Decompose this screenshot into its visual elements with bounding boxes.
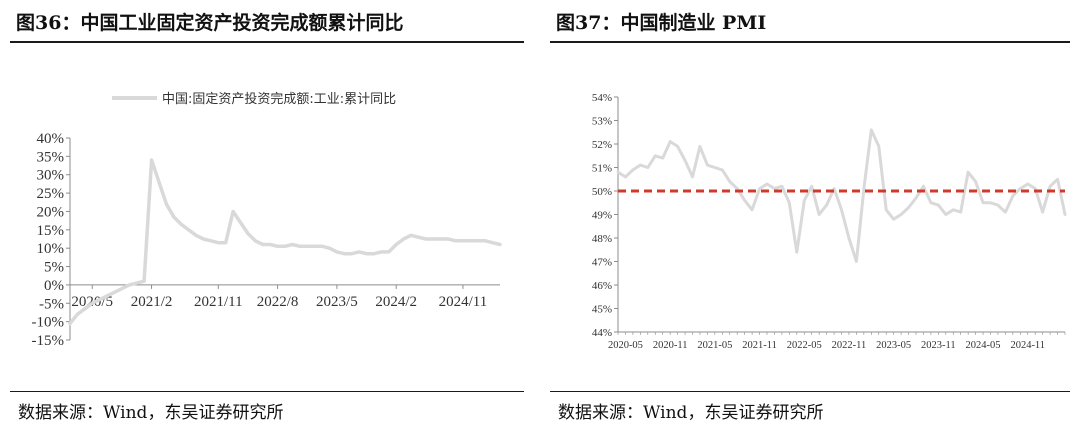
left-source-rule — [10, 391, 524, 392]
left-line-chart: 中国:固定资产投资完成额:工业:累计同比 40% 35% 30% 25% 20% 15% 10… — [32, 91, 502, 349]
x-tick-label: 2024/2 — [375, 294, 417, 310]
x-tick-label: 2023/5 — [316, 294, 358, 310]
y-tick-label: -15% — [32, 333, 65, 349]
x-tick-label: 2021/2 — [131, 294, 173, 310]
x-tick-label: 2022-05 — [787, 340, 822, 351]
right-title-rule — [550, 41, 1070, 43]
right-source-note: 数据来源：Wind，东吴证券研究所 — [558, 403, 824, 423]
x-tick-label: 2020-05 — [608, 340, 643, 351]
x-tick-label: 2021/11 — [194, 294, 243, 310]
left-chart-panel: 图36：中国工业固定资产投资完成额累计同比 中国:固定资产投资完成额:工业:累计… — [10, 0, 524, 432]
y-tick-label: 51% — [592, 163, 612, 175]
left-figure-title: 图36：中国工业固定资产投资完成额累计同比 — [16, 12, 404, 34]
series-line — [616, 128, 1067, 263]
x-tick-label: 2021-11 — [742, 340, 777, 351]
y-tick-label: 25% — [37, 186, 65, 202]
x-tick-label: 2023-11 — [921, 340, 956, 351]
left-title-rule — [10, 41, 524, 43]
y-tick-label: 49% — [592, 210, 612, 222]
y-tick-label: 35% — [37, 149, 65, 165]
y-tick-label: 45% — [592, 304, 612, 316]
x-tick-label: 2020-11 — [653, 340, 688, 351]
y-tick-label: 30% — [37, 168, 65, 184]
y-tick-label: 40% — [37, 131, 65, 147]
x-tick-label: 2021-05 — [697, 340, 732, 351]
legend-label: 中国:固定资产投资完成额:工业:累计同比 — [162, 91, 396, 107]
x-tick-label: 2024/11 — [439, 294, 488, 310]
x-tick-label: 2024-05 — [966, 340, 1001, 351]
y-tick-label: 10% — [37, 241, 65, 257]
left-legend: 中国:固定资产投资完成额:工业:累计同比 — [112, 91, 396, 107]
y-tick-label: 54% — [592, 92, 612, 104]
y-tick-label: 53% — [592, 116, 612, 128]
x-tick-label: 2023-05 — [876, 340, 911, 351]
x-tick-label: 2024-11 — [1010, 340, 1045, 351]
right-source-rule — [550, 391, 1070, 392]
y-tick-label: 52% — [592, 139, 612, 151]
right-line-chart: 54% 53% 52% 51% 50% 49% 48% 47% 46% 45% 44%2020-05… — [592, 92, 1067, 351]
y-tick-label: 50% — [592, 186, 612, 198]
left-source-note: 数据来源：Wind，东吴证券研究所 — [18, 403, 284, 423]
y-tick-label: -5% — [39, 296, 64, 312]
series-line — [68, 158, 502, 326]
x-tick-label: 2022/8 — [257, 294, 299, 310]
right-chart-panel: 图37：中国制造业 PMI 54% 53% 52% 51% 50% 49% 48% 47% 46… — [550, 0, 1070, 432]
y-tick-label: -10% — [32, 315, 65, 331]
y-tick-label: 48% — [592, 233, 612, 245]
y-tick-label: 5% — [44, 260, 64, 276]
x-tick-label: 2022-11 — [832, 340, 867, 351]
y-tick-label: 44% — [592, 327, 612, 339]
y-tick-label: 15% — [37, 223, 65, 239]
right-figure-title: 图37：中国制造业 PMI — [556, 12, 767, 34]
y-tick-label: 0% — [44, 278, 64, 294]
y-tick-label: 46% — [592, 280, 612, 292]
y-tick-label: 47% — [592, 257, 612, 269]
y-tick-label: 20% — [37, 204, 65, 220]
